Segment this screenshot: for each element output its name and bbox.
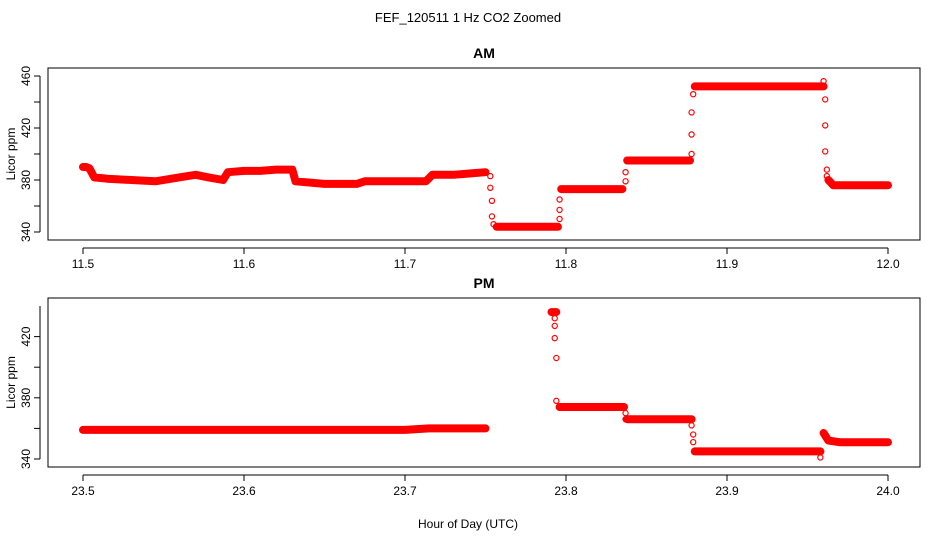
panel-title: PM — [474, 275, 495, 291]
data-point — [822, 148, 829, 155]
data-point — [488, 213, 496, 220]
data-point — [689, 90, 697, 98]
data-point — [622, 168, 629, 176]
x-tick-label: 23.5 — [71, 484, 95, 498]
data-point — [688, 422, 695, 429]
data-point — [553, 397, 560, 405]
y-tick-label: 340 — [19, 222, 33, 242]
x-tick-label: 23.8 — [554, 484, 578, 498]
data-point — [487, 184, 494, 191]
data-point — [556, 196, 563, 203]
x-tick-label: 11.6 — [233, 257, 256, 271]
y-tick-label: 340 — [19, 449, 33, 469]
data-point — [556, 215, 563, 223]
y-axis-label: Licor ppm — [4, 356, 18, 409]
data-run — [79, 163, 490, 188]
x-tick-label: 11.5 — [72, 257, 95, 271]
data-point — [689, 431, 697, 438]
y-tick-label: 460 — [19, 66, 33, 86]
panel-title: AM — [473, 45, 495, 61]
x-tick-label: 12.0 — [876, 257, 900, 271]
y-axis-label: Licor ppm — [4, 128, 18, 181]
data-point — [622, 409, 629, 417]
data-point — [490, 220, 497, 228]
y-tick-label: 380 — [19, 170, 33, 190]
data-point — [689, 438, 697, 446]
data-point — [823, 166, 831, 173]
data-point — [688, 131, 695, 138]
data-point — [487, 172, 494, 180]
data-point — [822, 96, 829, 103]
data-point — [822, 122, 829, 129]
x-tick-label: 11.9 — [716, 257, 739, 271]
data-point — [488, 197, 496, 204]
x-tick-label: 23.6 — [232, 484, 256, 498]
y-tick-label: 380 — [19, 387, 33, 407]
data-point — [551, 322, 558, 330]
data-point — [820, 77, 827, 85]
x-tick-label: 11.7 — [394, 257, 417, 271]
x-tick-label: 23.9 — [715, 484, 739, 498]
x-tick-label: 23.7 — [393, 484, 417, 498]
data-point — [556, 206, 563, 214]
figure-suptitle: FEF_120511 1 Hz CO2 Zoomed — [375, 10, 561, 25]
data-run — [824, 176, 892, 190]
data-point — [551, 315, 558, 322]
panel-pm: PM 23.5 23.6 23.7 23.8 23.9 24.0 340 380 420Licor… — [4, 275, 921, 498]
panels: AM 11.5 11.6 11.7 11.8 11.9 12.0 340 380 420 460 Li… — [4, 45, 921, 498]
y-tick-label: 420 — [19, 326, 33, 346]
plot-frame — [47, 67, 921, 241]
data-point — [551, 334, 558, 342]
data-point — [622, 178, 629, 185]
data-point — [817, 454, 824, 461]
data-run — [819, 429, 892, 447]
plot-frame — [47, 297, 921, 468]
figure-xlabel: Hour of Day (UTC) — [418, 517, 518, 531]
data-run — [79, 424, 490, 434]
panel-am: AM 11.5 11.6 11.7 11.8 11.9 12.0 340 380 420 460 Li… — [4, 45, 921, 271]
data-point — [688, 150, 695, 158]
data-point — [688, 109, 695, 116]
data-point — [622, 416, 629, 423]
y-tick-label: 420 — [19, 118, 33, 138]
data-point — [553, 354, 560, 362]
x-tick-label: 24.0 — [876, 484, 900, 498]
data-point — [823, 172, 831, 180]
x-tick-label: 11.8 — [555, 257, 578, 271]
